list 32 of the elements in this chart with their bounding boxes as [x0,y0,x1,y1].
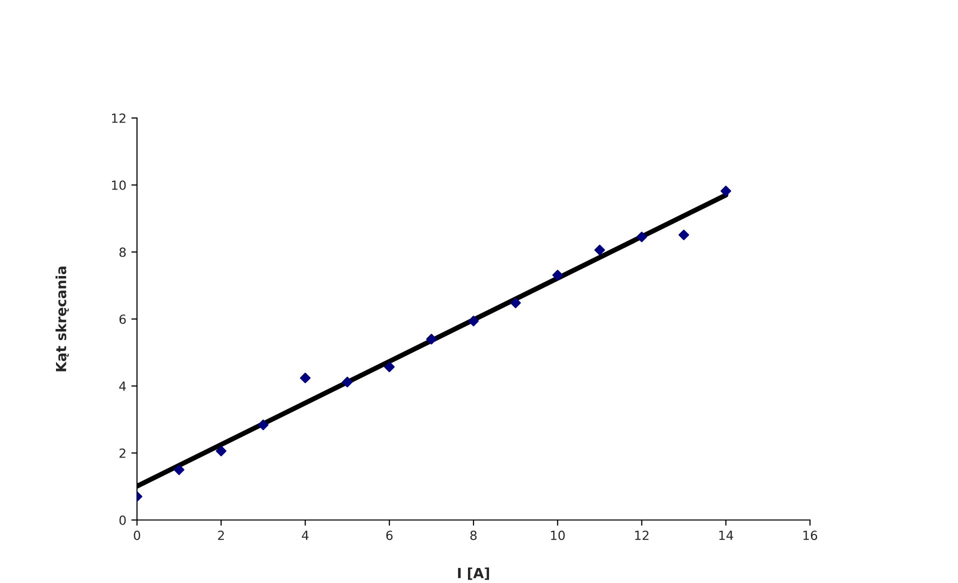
x-tick-label: 14 [719,530,734,540]
y-tick-label: 6 [120,314,126,324]
point [384,362,395,372]
point [216,446,226,456]
x-tick-label: 2 [218,530,224,540]
y-tick-label: 12 [112,113,126,123]
x-axis-title: I [A] [458,568,490,580]
x-tick-label: 12 [635,530,648,540]
point [636,232,648,242]
point [426,334,437,344]
x-tick-label: 0 [134,530,140,540]
y-axis-title: Kąt skręcania [56,266,69,372]
x-tick-label: 8 [470,530,477,540]
point [342,376,353,388]
point [300,372,311,384]
y-tick-label: 0 [119,515,126,525]
x-tick-label: 10 [551,530,565,540]
y-tick-label: 2 [120,448,126,458]
y-tick-label: 10 [112,180,126,190]
y-tick-label: 4 [119,382,126,391]
x-tick-label: 6 [386,530,393,540]
point [678,230,690,240]
point [594,244,605,256]
point [468,316,479,326]
x-tick-label: 16 [803,530,818,540]
point [258,420,268,430]
point [510,298,521,308]
x-tick-label: 4 [302,530,309,540]
point [174,464,184,476]
point [552,270,563,280]
y-tick-label: 8 [119,247,126,257]
point [720,186,732,196]
